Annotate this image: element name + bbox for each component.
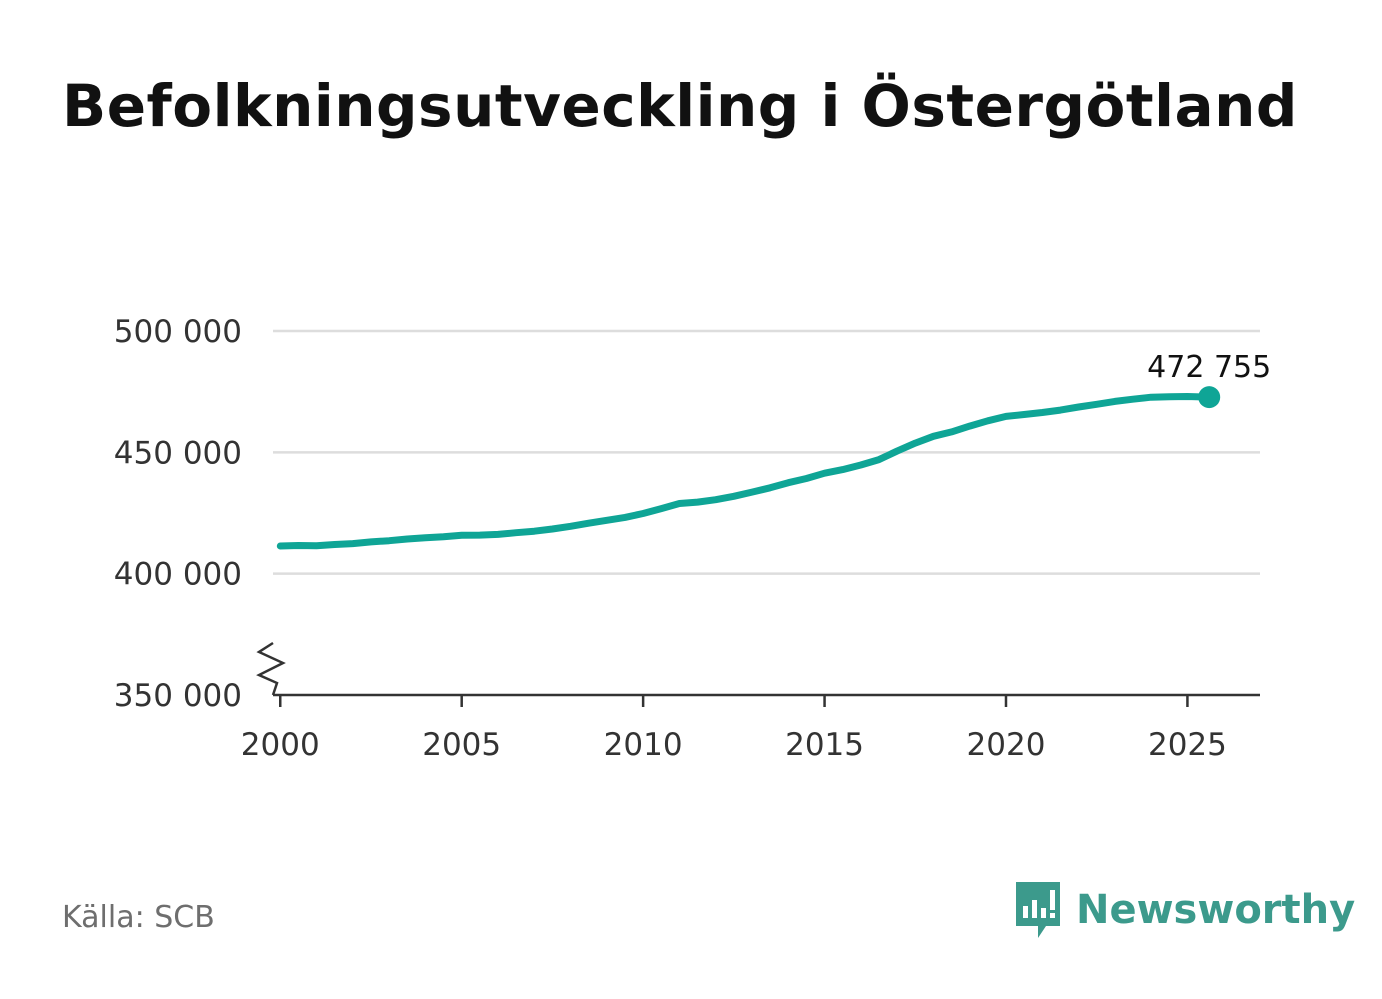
y-tick-label-450000: 450 000	[114, 435, 242, 471]
x-axis	[273, 693, 1260, 707]
gridlines	[273, 329, 1260, 575]
x-tick-label-2015: 2015	[785, 727, 864, 763]
y-tick-labels: 350 000 400 000 450 000 500 000	[114, 314, 242, 714]
x-tick-label-2025: 2025	[1148, 727, 1227, 763]
y-tick-label-500000: 500 000	[114, 314, 242, 350]
end-value-label: 472 755	[1147, 350, 1271, 385]
series-line-ostergotland	[276, 393, 1213, 550]
source-note: Källa: SCB	[62, 900, 215, 935]
x-tick-label-2010: 2010	[604, 727, 683, 763]
y-tick-label-350000: 350 000	[114, 678, 242, 714]
x-tick-label-2005: 2005	[422, 727, 501, 763]
x-tick-labels: 2000 2005 2010 2015 2020 2025	[241, 727, 1227, 763]
x-tick-label-2020: 2020	[967, 727, 1046, 763]
axis-break-icon	[256, 641, 286, 696]
x-tick-label-2000: 2000	[241, 727, 320, 763]
newsworthy-logo-icon	[1016, 882, 1060, 938]
end-point-marker	[1198, 386, 1221, 409]
y-tick-label-400000: 400 000	[114, 557, 242, 593]
chart-title: Befolkningsutveckling i Östergötland	[62, 72, 1298, 140]
brand-logo: Newsworthy	[1012, 880, 1355, 940]
brand-name: Newsworthy	[1076, 887, 1356, 933]
